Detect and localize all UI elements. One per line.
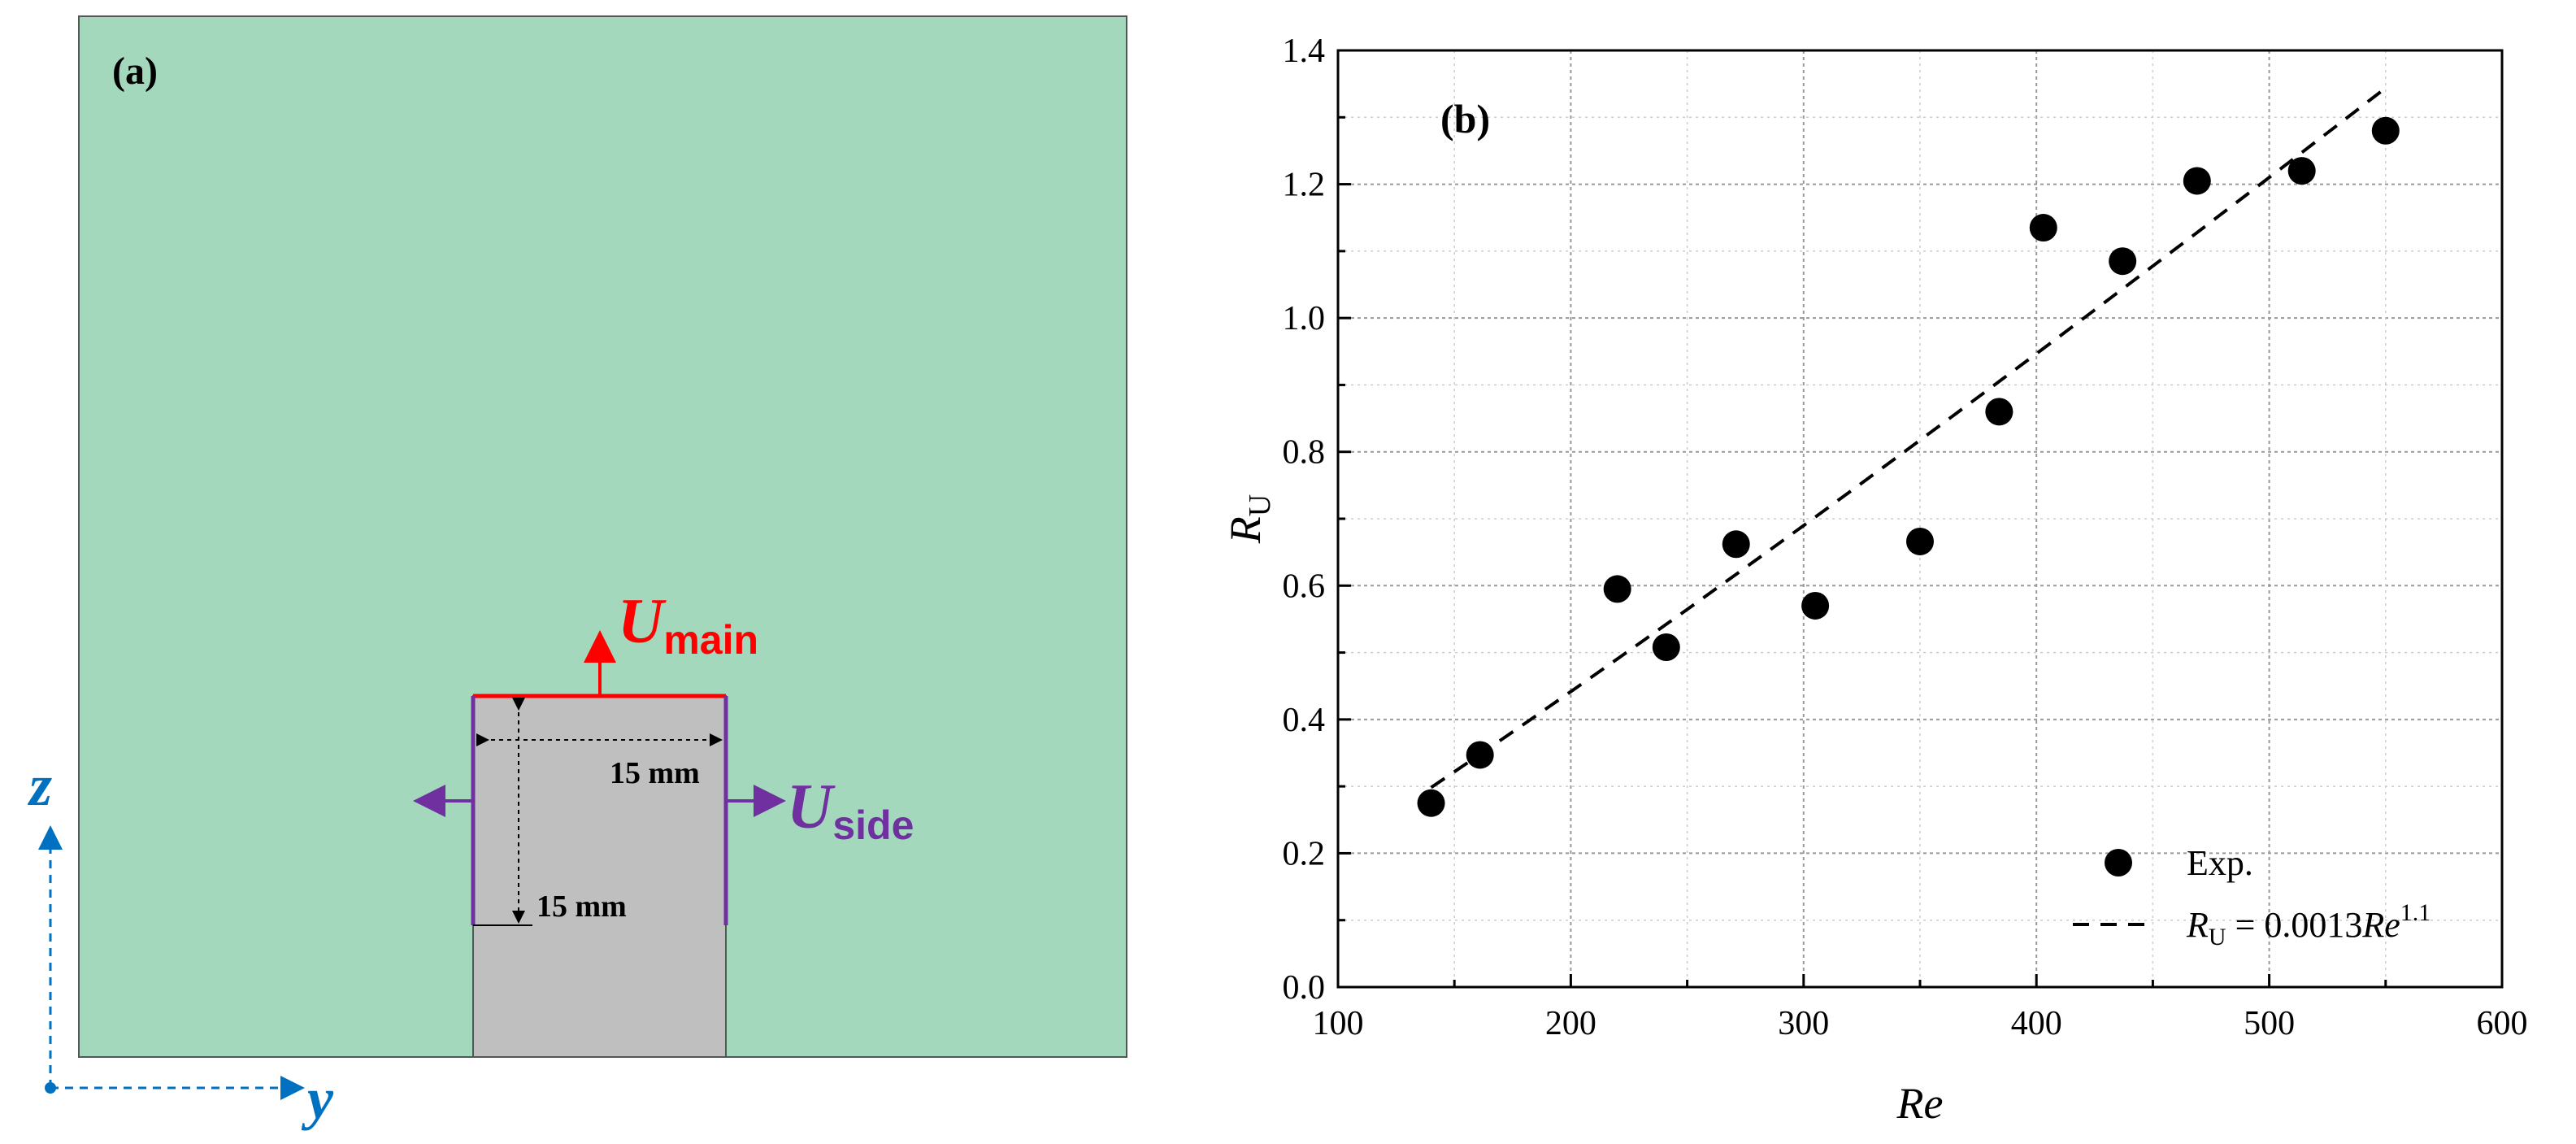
y-tick-label: 0.6 xyxy=(1283,568,1326,605)
legend-fit-mid: = 0.0013 xyxy=(2226,905,2363,945)
panel-b-chart: 100 200 300 400 500 600 0.0 0.2 0.4 0.6 0.8 1.0 1.2 1… xyxy=(1221,33,2528,1128)
data-point xyxy=(1906,527,1934,555)
x-tick-label: 600 xyxy=(2477,1005,2528,1042)
u-side-symbol: U xyxy=(787,771,836,842)
grid xyxy=(1338,50,2502,987)
fit-line-layer xyxy=(1430,86,2387,789)
data-point xyxy=(1722,530,1750,559)
data-point xyxy=(1466,741,1494,769)
legend-label-exp: Exp. xyxy=(2187,843,2253,883)
data-point xyxy=(1603,575,1631,603)
legend-label-fit: RU = 0.0013Re1.1 xyxy=(2186,899,2430,950)
y-tick-label: 0.0 xyxy=(1283,969,1326,1007)
data-point xyxy=(1985,398,2013,426)
u-side-label: Uside xyxy=(787,771,914,848)
width-dimension-label: 15 mm xyxy=(610,756,700,790)
x-tick-label: 200 xyxy=(1545,1005,1596,1042)
data-point xyxy=(2029,214,2057,242)
y-axis-title-symbol: R xyxy=(1221,516,1270,544)
x-tick-label: 500 xyxy=(2244,1005,2295,1042)
legend-fit-prefix: R xyxy=(2186,905,2209,945)
y-axis-title: RU xyxy=(1221,494,1277,544)
data-point xyxy=(2287,157,2316,185)
data-point xyxy=(1417,789,1445,817)
svg-text:RU: RU xyxy=(1221,494,1277,544)
y-tick-label: 0.2 xyxy=(1283,835,1326,872)
data-point xyxy=(1801,591,1830,620)
u-main-label: Umain xyxy=(618,585,758,663)
legend: Exp. RU = 0.0013Re1.1 xyxy=(2073,843,2430,950)
x-axis-title: Re xyxy=(1896,1079,1944,1128)
y-axis-title-subscript: U xyxy=(1243,494,1277,516)
legend-fit-var: Re xyxy=(2361,905,2400,945)
legend-fit-exp: 1.1 xyxy=(2400,899,2431,926)
x-tick-label: 400 xyxy=(2011,1005,2062,1042)
data-points xyxy=(1417,116,2400,817)
u-main-subscript: main xyxy=(663,617,758,663)
legend-fit-prefix-sub: U xyxy=(2209,924,2226,950)
panel-a-label: (a) xyxy=(112,50,158,93)
z-axis-label: z xyxy=(27,753,52,818)
x-tick-label: 300 xyxy=(1778,1005,1829,1042)
u-main-symbol: U xyxy=(618,585,667,656)
legend-marker-exp xyxy=(2105,849,2132,876)
data-point xyxy=(2109,247,2137,276)
fit-line xyxy=(1430,86,2387,789)
y-tick-label: 1.4 xyxy=(1283,33,1326,70)
data-point xyxy=(2371,116,2400,145)
data-point xyxy=(1652,633,1680,661)
u-side-subscript: side xyxy=(832,803,914,848)
y-tick-label: 0.8 xyxy=(1283,434,1326,472)
y-tick-label: 0.4 xyxy=(1283,702,1326,739)
x-tick-label: 100 xyxy=(1313,1005,1364,1042)
y-tick-label: 1.0 xyxy=(1283,300,1326,337)
height-dimension-label: 15 mm xyxy=(536,890,627,924)
y-axis-label: y xyxy=(301,1066,334,1131)
origin-dot xyxy=(45,1082,56,1094)
axis-ticks: 100 200 300 400 500 600 0.0 0.2 0.4 0.6 0.8 1.0 1.2 1… xyxy=(1283,33,2528,1042)
panel-b-label: (b) xyxy=(1440,96,1490,141)
data-point xyxy=(2183,167,2211,195)
y-tick-label: 1.2 xyxy=(1283,167,1326,204)
jet-channel xyxy=(472,695,727,1058)
panel-a: (a) Umain Uside 15 mm 15 mm z y xyxy=(27,15,1127,1131)
